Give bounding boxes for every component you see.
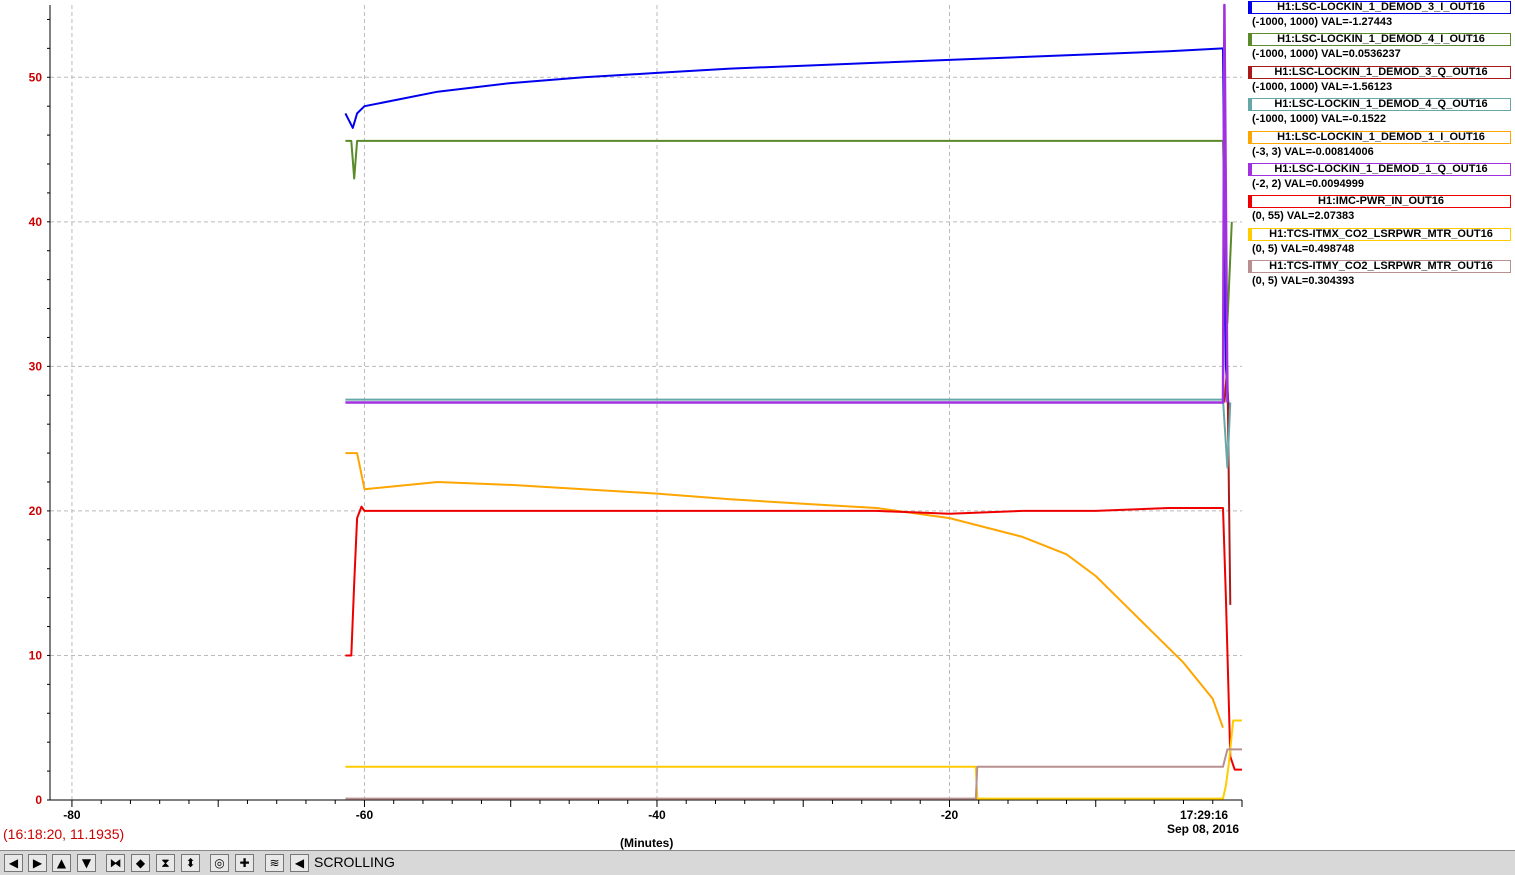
legend-entry[interactable]: H1:LSC-LOCKIN_1_DEMOD_4_Q_OUT16 (-1000, 1… bbox=[1246, 97, 1515, 129]
series-line-4 bbox=[345, 398, 1232, 469]
y-tick-label: 0 bbox=[35, 793, 42, 807]
legend-entry[interactable]: H1:TCS-ITMX_CO2_LSRPWR_MTR_OUT16 (0, 5) V… bbox=[1246, 227, 1515, 259]
legend-range-value: (-3, 3) VAL=-0.00814006 bbox=[1252, 145, 1374, 158]
reset-button[interactable]: ◎ bbox=[210, 854, 229, 872]
legend-range-value: (-1000, 1000) VAL=-1.56123 bbox=[1252, 80, 1393, 93]
legend-range-value: (-1000, 1000) VAL=0.0536237 bbox=[1252, 48, 1401, 61]
zoom-in-y-icon: ⧗ bbox=[161, 856, 170, 870]
legend-entry[interactable]: H1:LSC-LOCKIN_1_DEMOD_3_I_OUT16 (-1000, 1… bbox=[1246, 0, 1515, 32]
legend-channel-name: H1:LSC-LOCKIN_1_DEMOD_4_Q_OUT16 bbox=[1248, 98, 1511, 112]
pan-left-button[interactable]: ◀ bbox=[4, 854, 23, 872]
legend-channel-name: H1:LSC-LOCKIN_1_DEMOD_1_I_OUT16 bbox=[1248, 130, 1511, 144]
legend-entry[interactable]: H1:LSC-LOCKIN_1_DEMOD_1_I_OUT16 (-3, 3) V… bbox=[1246, 130, 1515, 162]
legend-channel-name: H1:LSC-LOCKIN_1_DEMOD_1_Q_OUT16 bbox=[1248, 162, 1511, 176]
zoom-out-x-icon: ◆ bbox=[135, 856, 146, 870]
autoscale-button[interactable]: ≋ bbox=[265, 854, 284, 872]
x-axis-label: (Minutes) bbox=[620, 836, 674, 850]
y-tick-label: 40 bbox=[29, 215, 43, 229]
y-tick-label: 20 bbox=[29, 504, 43, 518]
legend-entry[interactable]: H1:TCS-ITMY_CO2_LSRPWR_MTR_OUT16 (0, 5) V… bbox=[1246, 259, 1515, 291]
series-line-8 bbox=[345, 719, 1242, 800]
legend-entry[interactable]: H1:LSC-LOCKIN_1_DEMOD_1_Q_OUT16 (-2, 2) V… bbox=[1246, 162, 1515, 194]
legend-range-value: (-1000, 1000) VAL=-1.27443 bbox=[1252, 16, 1393, 28]
zoom-out-x-button[interactable]: ◆ bbox=[131, 854, 150, 872]
mode-label: SCROLLING bbox=[314, 854, 395, 870]
legend-channel-name: H1:LSC-LOCKIN_1_DEMOD_4_I_OUT16 bbox=[1248, 33, 1511, 47]
crosshair-icon: ✚ bbox=[239, 856, 250, 870]
autoscale-icon: ≋ bbox=[269, 856, 280, 870]
y-tick-label: 10 bbox=[29, 648, 43, 662]
strip-chart[interactable]: -80 -60 -40 -20 0 10 20 30 40 50 bbox=[0, 0, 1245, 850]
current-time: 17:29:16 bbox=[1180, 808, 1229, 822]
pan-up-button[interactable]: ▲ bbox=[52, 854, 71, 872]
pan-down-icon: ▼ bbox=[81, 856, 92, 870]
legend-channel-name: H1:TCS-ITMY_CO2_LSRPWR_MTR_OUT16 bbox=[1248, 260, 1511, 274]
x-tick-label: -40 bbox=[648, 808, 666, 822]
y-tick-label: 50 bbox=[29, 70, 43, 84]
zoom-in-x-button[interactable]: ⧓ bbox=[106, 854, 125, 872]
series-line-5 bbox=[345, 452, 1224, 729]
reset-icon: ◎ bbox=[214, 856, 225, 870]
legend-range-value: (-1000, 1000) VAL=-0.1522 bbox=[1252, 113, 1387, 126]
series-line-9 bbox=[345, 748, 1242, 800]
legend-channel-name: H1:IMC-PWR_IN_OUT16 bbox=[1248, 195, 1511, 209]
pan-right-icon: ▶ bbox=[32, 856, 43, 870]
zoom-in-y-button[interactable]: ⧗ bbox=[156, 854, 175, 872]
y-tick-label: 30 bbox=[29, 359, 43, 373]
zoom-in-x-icon: ⧓ bbox=[109, 856, 122, 870]
cursor-readout: (16:18:20, 11.1935) bbox=[3, 826, 125, 842]
crosshair-button[interactable]: ✚ bbox=[235, 854, 254, 872]
series-line-2 bbox=[345, 139, 1233, 324]
x-tick-label: -80 bbox=[63, 808, 81, 822]
pan-left-icon: ◀ bbox=[8, 856, 19, 870]
legend-entry[interactable]: H1:IMC-PWR_IN_OUT16 (0, 55) VAL=2.07383 bbox=[1246, 194, 1515, 226]
legend-entry[interactable]: H1:LSC-LOCKIN_1_DEMOD_4_I_OUT16 (-1000, 1… bbox=[1246, 32, 1515, 64]
legend: H1:LSC-LOCKIN_1_DEMOD_3_I_OUT16 (-1000, 1… bbox=[1246, 0, 1515, 292]
x-tick-label: -60 bbox=[356, 808, 374, 822]
legend-entry[interactable]: H1:LSC-LOCKIN_1_DEMOD_3_Q_OUT16 (-1000, 1… bbox=[1246, 65, 1515, 97]
pan-down-button[interactable]: ▼ bbox=[77, 854, 96, 872]
zoom-out-y-icon: ⬍ bbox=[185, 856, 196, 870]
scroll-mode-icon: ◀ bbox=[294, 856, 305, 870]
legend-range-value: (-2, 2) VAL=0.0094999 bbox=[1252, 177, 1364, 190]
series-line-1 bbox=[344, 47, 1230, 410]
scroll-mode-button[interactable]: ◀ bbox=[290, 854, 309, 872]
zoom-out-y-button[interactable]: ⬍ bbox=[181, 854, 200, 872]
series-line-6 bbox=[345, 3, 1229, 404]
pan-right-button[interactable]: ▶ bbox=[28, 854, 47, 872]
legend-range-value: (0, 5) VAL=0.498748 bbox=[1252, 242, 1355, 255]
legend-range-value: (0, 5) VAL=0.304393 bbox=[1252, 275, 1355, 288]
series-line-7 bbox=[345, 505, 1242, 771]
x-tick-label: -20 bbox=[941, 808, 959, 822]
toolbar: SCROLLING ◀ ▶ ▲ ▼ ⧓ ◆ ⧗ ⬍ ◎ ✚ ≋ ◀ bbox=[0, 850, 1515, 875]
legend-channel-name: H1:LSC-LOCKIN_1_DEMOD_3_I_OUT16 bbox=[1248, 1, 1511, 14]
pan-up-icon: ▲ bbox=[56, 856, 67, 870]
legend-channel-name: H1:TCS-ITMX_CO2_LSRPWR_MTR_OUT16 bbox=[1248, 227, 1511, 241]
legend-range-value: (0, 55) VAL=2.07383 bbox=[1252, 210, 1355, 223]
current-date: Sep 08, 2016 bbox=[1167, 822, 1240, 836]
legend-channel-name: H1:LSC-LOCKIN_1_DEMOD_3_Q_OUT16 bbox=[1248, 65, 1511, 79]
